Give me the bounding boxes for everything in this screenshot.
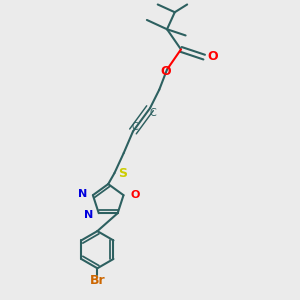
Text: C: C	[132, 122, 139, 132]
Text: N: N	[84, 210, 93, 220]
Text: O: O	[208, 50, 218, 63]
Text: C: C	[150, 108, 157, 118]
Text: N: N	[78, 189, 87, 199]
Text: Br: Br	[90, 274, 105, 286]
Text: O: O	[160, 64, 171, 78]
Text: O: O	[130, 190, 140, 200]
Text: S: S	[118, 167, 127, 180]
